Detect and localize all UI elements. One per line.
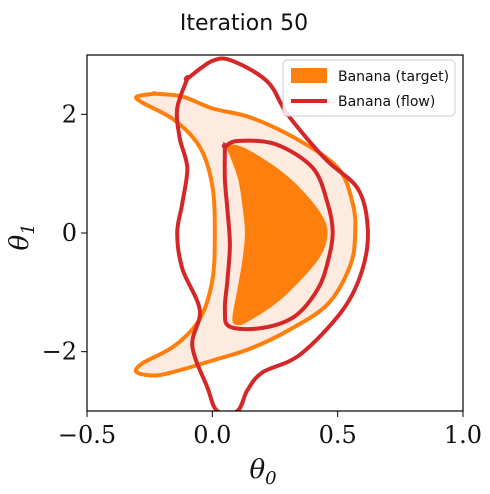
x-axis-label-symbol: θ [249, 455, 265, 485]
flow-inner-contour [221, 138, 335, 332]
x-axis-label: θ0 [249, 455, 276, 489]
y-tick-label: 2 [62, 100, 77, 128]
y-tick-label: 0 [62, 219, 77, 247]
y-axis-label-symbol: θ [5, 235, 35, 251]
x-tick-label: −0.5 [58, 421, 116, 449]
legend-swatch-target [291, 68, 327, 83]
y-axis-label-group: θ1 [5, 223, 39, 250]
chart-title: Iteration 50 [180, 11, 308, 36]
x-axis-label-subscript: 0 [265, 468, 276, 489]
flow-density-layer [174, 56, 370, 411]
y-axis-label: θ1 [5, 223, 39, 250]
legend-label-target: Banana (target) [338, 69, 449, 85]
x-tick-label: 1.0 [444, 421, 482, 449]
x-tick-label: 0.5 [319, 421, 357, 449]
y-tick-label: −2 [42, 338, 77, 366]
legend: Banana (target) Banana (flow) [282, 59, 456, 117]
flow-outer-contour [174, 56, 370, 411]
x-tick-label: 0.0 [193, 421, 231, 449]
y-axis: −2 0 2 [42, 100, 87, 366]
legend-label-flow: Banana (flow) [338, 94, 435, 110]
y-axis-label-subscript: 1 [18, 223, 39, 234]
plot-area [133, 56, 370, 411]
x-axis: −0.5 0.0 0.5 1.0 [58, 411, 482, 449]
target-inner-region [222, 141, 328, 326]
